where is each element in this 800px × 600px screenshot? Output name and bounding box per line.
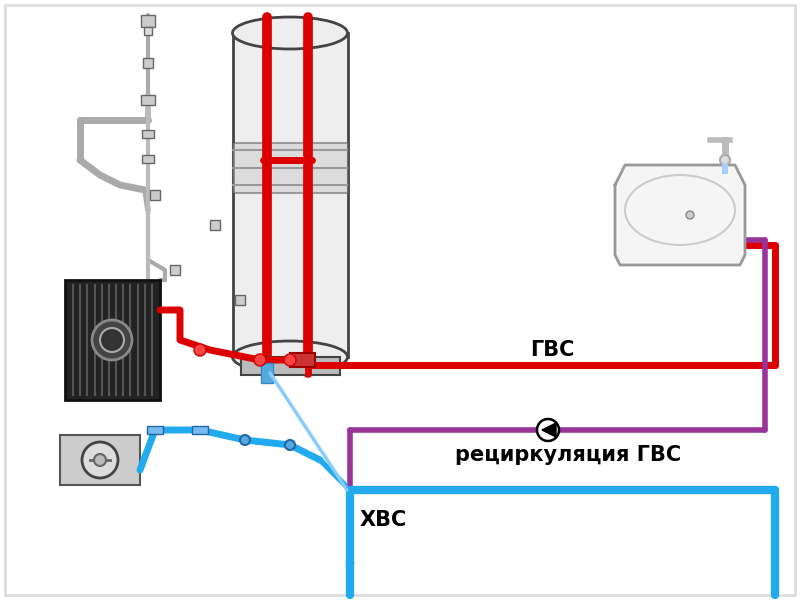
- Bar: [192, 426, 208, 434]
- Bar: [144, 27, 152, 35]
- Bar: [142, 155, 154, 163]
- Circle shape: [537, 419, 559, 441]
- Bar: [150, 190, 160, 200]
- Bar: [65, 280, 160, 400]
- Circle shape: [686, 211, 694, 219]
- Ellipse shape: [233, 17, 347, 49]
- Circle shape: [284, 354, 296, 366]
- Polygon shape: [615, 165, 745, 265]
- Bar: [233, 143, 348, 193]
- Text: рециркуляция ГВС: рециркуляция ГВС: [455, 445, 681, 465]
- Circle shape: [720, 155, 730, 165]
- Circle shape: [254, 354, 266, 366]
- Bar: [142, 130, 154, 138]
- Text: ГВС: ГВС: [530, 340, 574, 360]
- Circle shape: [285, 440, 295, 450]
- Bar: [141, 95, 155, 105]
- Bar: [147, 426, 163, 434]
- Circle shape: [92, 320, 132, 360]
- Polygon shape: [542, 423, 556, 437]
- Circle shape: [94, 454, 106, 466]
- Bar: [143, 58, 153, 68]
- Circle shape: [240, 435, 250, 445]
- Bar: [261, 363, 273, 383]
- Bar: [141, 15, 155, 27]
- Bar: [60, 435, 140, 485]
- Bar: [210, 220, 220, 230]
- Circle shape: [82, 442, 118, 478]
- Bar: [233, 33, 348, 357]
- Bar: [290, 353, 315, 367]
- Bar: [241, 357, 340, 375]
- Ellipse shape: [233, 341, 347, 373]
- Circle shape: [194, 344, 206, 356]
- Bar: [235, 295, 245, 305]
- Text: ХВС: ХВС: [360, 510, 407, 530]
- Circle shape: [100, 328, 124, 352]
- Bar: [170, 265, 180, 275]
